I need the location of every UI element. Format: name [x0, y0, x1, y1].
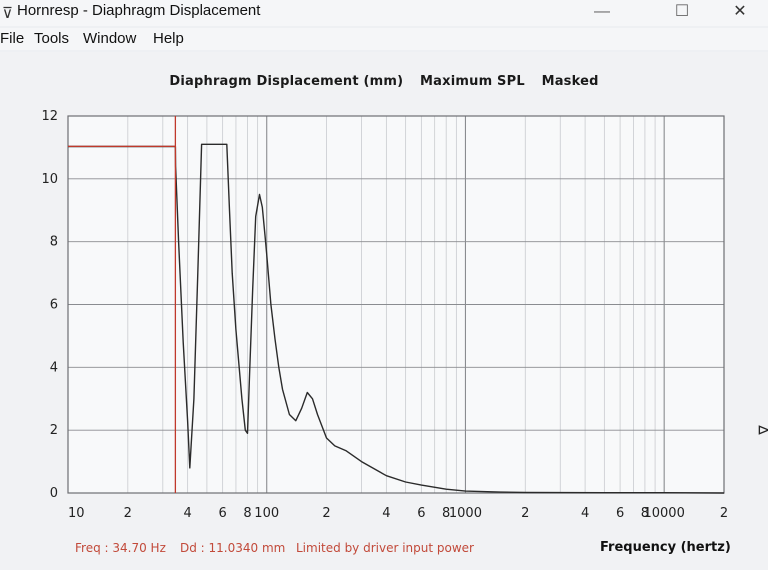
- x-tick-label: 10000: [643, 506, 684, 521]
- x-tick-label: 2: [124, 506, 132, 521]
- x-tick-label: 10: [68, 506, 85, 521]
- x-tick-label: 6: [616, 506, 624, 521]
- menu-tools[interactable]: Tools: [34, 30, 70, 47]
- menu-file[interactable]: File: [0, 30, 25, 47]
- x-tick-label: 2: [720, 506, 728, 521]
- y-tick-label: 4: [50, 360, 58, 375]
- maximize-button[interactable]: ☐: [674, 3, 690, 20]
- y-tick-label: 12: [41, 109, 58, 124]
- minimize-button[interactable]: —: [594, 3, 610, 20]
- chart-title: Diaphragm Displacement (mm) Maximum SPL …: [0, 74, 768, 89]
- plot-frame: [67, 115, 725, 494]
- x-tick-label: 2: [521, 506, 529, 521]
- y-tick-label: 2: [50, 423, 58, 438]
- title-bar: ⊽ Hornresp - Diaphragm Displacement — ☐ …: [0, 0, 768, 26]
- x-axis-label: Frequency (hertz): [600, 540, 731, 555]
- chart-title-mask: Masked: [541, 74, 599, 89]
- x-tick-label: 6: [218, 506, 226, 521]
- x-tick-label: 2: [322, 506, 330, 521]
- close-button[interactable]: ✕: [733, 3, 747, 20]
- menu-help[interactable]: Help: [153, 30, 184, 47]
- x-tick-label: 4: [581, 506, 589, 521]
- x-tick-label: 8: [641, 506, 649, 521]
- y-tick-label: 0: [50, 486, 58, 501]
- displacement-curve: [68, 143, 725, 494]
- x-tick-label: 4: [184, 506, 192, 521]
- mouse-pointer-icon: ⊳: [757, 422, 768, 439]
- y-tick-label: 10: [41, 172, 58, 187]
- y-tick-label: 6: [50, 298, 58, 313]
- x-tick-label: 8: [243, 506, 251, 521]
- y-tick-label: 8: [50, 235, 58, 250]
- menu-bar: File Tools Window Help: [0, 28, 768, 50]
- x-tick-label: 100: [254, 506, 279, 521]
- window-title: Hornresp - Diaphragm Displacement: [17, 2, 261, 19]
- cursor-displacement-readout: Dd : 11.0340 mm: [180, 541, 286, 555]
- x-tick-label: 4: [382, 506, 390, 521]
- cursor-frequency-readout: Freq : 34.70 Hz: [75, 541, 166, 555]
- chart-title-mode: Maximum SPL: [420, 74, 525, 89]
- menu-window[interactable]: Window: [83, 30, 137, 47]
- x-tick-label: 6: [417, 506, 425, 521]
- x-tick-label: 8: [442, 506, 450, 521]
- hornresp-app-icon: ⊽: [2, 5, 13, 22]
- limit-status-text: Limited by driver input power: [296, 541, 474, 555]
- chart-title-quantity: Diaphragm Displacement (mm): [169, 74, 404, 89]
- x-tick-label: 1000: [449, 506, 482, 521]
